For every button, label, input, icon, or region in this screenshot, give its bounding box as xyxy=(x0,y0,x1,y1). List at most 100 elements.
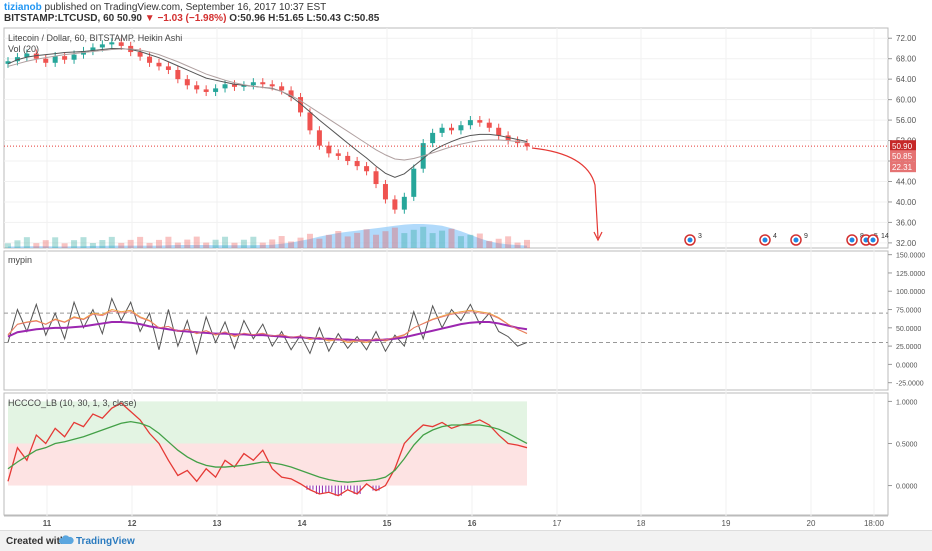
volume-bar xyxy=(354,232,361,248)
osc1-y-tick-label: 100.0000 xyxy=(896,289,925,296)
candle-body xyxy=(99,44,105,48)
event-flag-dot xyxy=(687,237,693,243)
volume-bar xyxy=(448,228,455,248)
volume-bar xyxy=(71,240,78,248)
volume-bar xyxy=(467,234,474,248)
candle-body xyxy=(392,199,398,210)
y-tick-label: 72.00 xyxy=(896,34,917,43)
forecast-arrowhead xyxy=(593,231,603,242)
candle-body xyxy=(52,56,58,63)
candle-body xyxy=(298,97,304,113)
osc1-y-tick-label: 150.0000 xyxy=(896,253,925,260)
x-tick-label: 14 xyxy=(298,519,307,528)
price-tag-label: 50.85 xyxy=(892,152,913,161)
candle-body xyxy=(316,130,322,146)
candle-body xyxy=(345,155,351,162)
header-line-1: tizianob published on TradingView.com, S… xyxy=(4,2,326,14)
osc1-y-tick-label: 25.0000 xyxy=(896,344,921,351)
osc1-y-tick-label: 0.0000 xyxy=(896,362,918,369)
event-flag-dot xyxy=(793,237,799,243)
osc1-label: mypin xyxy=(8,255,33,265)
volume-bar xyxy=(5,243,11,248)
candle-body xyxy=(467,120,473,126)
volume-area xyxy=(8,224,527,248)
candle-body xyxy=(147,56,153,63)
volume-bar xyxy=(335,231,342,248)
volume-bar xyxy=(184,239,191,248)
candle-body xyxy=(477,120,483,123)
y-tick-label: 56.00 xyxy=(896,116,917,125)
volume-bar xyxy=(250,236,257,248)
x-tick-label: 16 xyxy=(468,519,477,528)
candle-body xyxy=(43,58,49,63)
price-tag xyxy=(890,140,916,152)
candle-body xyxy=(222,84,228,89)
event-count-label: 14 xyxy=(881,233,889,240)
candle-body xyxy=(373,171,379,185)
author-link[interactable]: tizianob xyxy=(4,2,42,13)
candle-body xyxy=(165,66,171,70)
candle-body xyxy=(5,61,11,64)
y-tick-label: 36.00 xyxy=(896,218,917,227)
event-flag-dot xyxy=(870,237,876,243)
candle-body xyxy=(213,88,219,92)
candle-body xyxy=(524,143,530,147)
volume-bar xyxy=(33,243,40,248)
candle-body xyxy=(288,90,294,98)
volume-bar xyxy=(108,236,115,248)
volume-bar xyxy=(165,236,172,248)
y-tick-label: 60.00 xyxy=(896,96,917,105)
x-tick-label: 12 xyxy=(128,519,137,528)
candle-body xyxy=(194,85,200,90)
created-with-text: Created with xyxy=(6,536,67,547)
tradingview-brand[interactable]: TradingView xyxy=(76,536,135,547)
osc1-y-tick-label: 125.0000 xyxy=(896,271,925,278)
volume-bar xyxy=(524,239,530,248)
volume-bar xyxy=(325,234,332,248)
forecast-arrow xyxy=(531,147,599,239)
volume-bar xyxy=(203,242,210,248)
candle-body xyxy=(364,166,370,172)
x-tick-label: 20 xyxy=(807,519,816,528)
candle-body xyxy=(24,53,30,58)
candle-body xyxy=(382,184,388,200)
osc1-series-osc_purple xyxy=(7,320,528,342)
candle-body xyxy=(118,42,124,46)
volume-bar xyxy=(146,242,153,248)
candle-body xyxy=(486,122,492,128)
volume-bar xyxy=(212,239,219,248)
x-tick-label: 13 xyxy=(213,519,222,528)
volume-bar xyxy=(514,242,521,248)
volume-bar xyxy=(476,233,483,248)
volume-bar xyxy=(231,242,238,248)
price-tag xyxy=(890,161,916,173)
candle-body xyxy=(449,127,455,131)
volume-bar xyxy=(23,237,30,248)
y-tick-label: 40.00 xyxy=(896,198,917,207)
footer-bar: Created with TradingView xyxy=(0,530,932,551)
volume-bar xyxy=(99,240,106,248)
osc2-pane-border xyxy=(3,392,889,516)
volume-bar xyxy=(42,240,49,248)
volume-bar xyxy=(288,241,295,248)
volume-bar xyxy=(297,237,304,248)
candle-body xyxy=(109,42,115,45)
candle-body xyxy=(250,82,256,86)
candle-body xyxy=(269,84,275,87)
vol-label: Vol (20) xyxy=(8,44,40,54)
volume-bar xyxy=(401,233,408,248)
candle-body xyxy=(260,82,266,85)
osc1-y-tick-label: 50.0000 xyxy=(896,326,921,333)
candle-body xyxy=(307,112,313,131)
candle-body xyxy=(71,54,77,60)
candle-body xyxy=(156,62,162,67)
candle-body xyxy=(401,196,407,210)
x-tick-label: 18:00 xyxy=(864,519,885,528)
osc2-series-hc_green xyxy=(7,420,528,483)
x-tick-label: 15 xyxy=(383,519,392,528)
event-flag-dot xyxy=(762,237,768,243)
candle-body xyxy=(439,127,445,133)
volume-bar xyxy=(222,236,229,248)
